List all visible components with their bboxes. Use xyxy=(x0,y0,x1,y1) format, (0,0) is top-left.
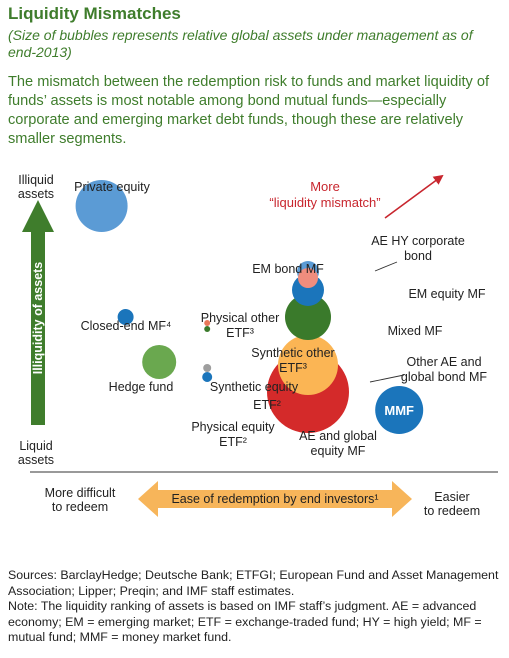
label-ae-hy-corporate: AE HY corporate bond xyxy=(371,234,465,263)
y-axis-low-label: Liquid assets xyxy=(18,439,54,467)
label-private-equity: Private equity xyxy=(74,180,150,194)
x-axis-low-label: More difficult to redeem xyxy=(45,486,116,514)
bubble-closed-end-mf xyxy=(117,309,134,325)
figure-lede: The mismatch between the redemption risk… xyxy=(8,74,490,147)
mismatch-annotation: More “liquidity mismatch” xyxy=(269,179,380,210)
label-closed-end-mf: Closed-end MF⁴ xyxy=(81,319,172,333)
bubble-ae-hy-corporate xyxy=(298,268,318,288)
y-axis-high-label: Illiquid assets xyxy=(18,173,54,201)
bubble-synthetic-equity xyxy=(203,364,212,372)
label-physical-equity: Physical equity ETF² xyxy=(191,420,275,449)
bubble-mixed-mf xyxy=(285,294,331,340)
bubble-private-equity xyxy=(75,180,128,232)
footnotes: Sources: BarclayHedge; Deutsche Bank; ET… xyxy=(8,568,506,646)
leader-line xyxy=(369,374,405,383)
figure-subtitle: (Size of bubbles represents relative glo… xyxy=(8,27,473,60)
footnote-note: Note: The liquidity ranking of assets is… xyxy=(8,599,482,644)
mismatch-arrow xyxy=(384,174,444,219)
label-mmf: MMF xyxy=(384,403,414,418)
leader-line xyxy=(374,261,398,272)
bubble-mmf xyxy=(375,386,424,434)
label-etf: ETF² xyxy=(253,398,281,412)
label-em-bond-mf: EM bond MF xyxy=(252,262,324,276)
y-axis-label: Illiquidity of assets xyxy=(31,262,45,375)
y-axis-arrow xyxy=(22,200,54,425)
label-em-equity-mf: EM equity MF xyxy=(408,287,485,301)
figure-title: Liquidity Mismatches xyxy=(8,4,181,23)
label-ae-and-global: AE and global equity MF xyxy=(299,429,377,458)
x-axis-label: Ease of redemption by end investors¹ xyxy=(171,492,378,506)
bubble-physical-other xyxy=(204,320,211,326)
bubble-etf xyxy=(202,372,213,382)
x-axis-high-label: Easier to redeem xyxy=(424,490,480,518)
label-hedge-fund: Hedge fund xyxy=(109,380,174,394)
bubble-synthetic-other xyxy=(204,326,211,332)
label-synthetic-equity: Synthetic equity xyxy=(210,380,299,394)
x-axis-arrow xyxy=(138,481,412,517)
label-synthetic-other: Synthetic other ETF³ xyxy=(251,346,334,375)
bubble-hedge-fund xyxy=(142,345,177,379)
label-other-ae-and: Other AE and global bond MF xyxy=(401,355,488,384)
label-mixed-mf: Mixed MF xyxy=(388,324,443,338)
bubble-other-ae-and xyxy=(278,335,338,395)
label-physical-other: Physical other ETF³ xyxy=(201,311,280,340)
footnote-sources: Sources: BarclayHedge; Deutsche Bank; ET… xyxy=(8,568,499,598)
